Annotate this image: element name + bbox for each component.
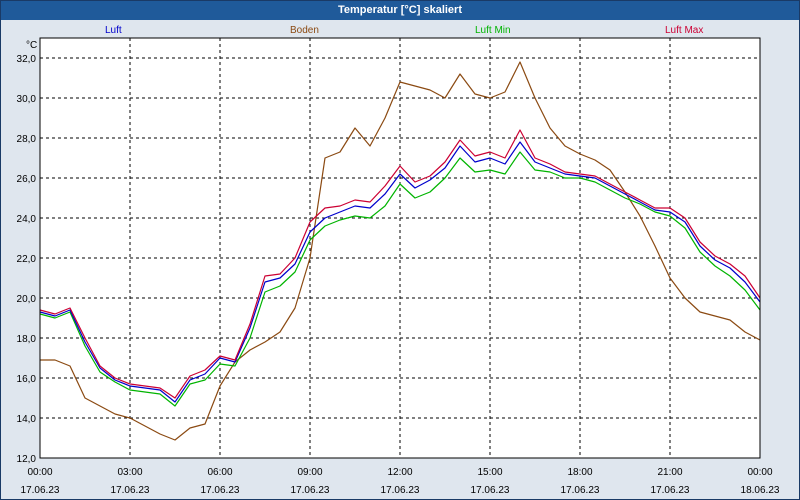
legend-luft: Luft: [105, 25, 122, 36]
y-tick-label: 26,0: [17, 174, 37, 185]
legend-boden: Boden: [290, 25, 319, 36]
x-tick-time: 15:00: [477, 467, 502, 478]
x-tick-date: 17.06.23: [111, 485, 150, 496]
y-tick-label: 14,0: [17, 414, 37, 425]
x-tick-time: 21:00: [657, 467, 682, 478]
x-tick-date: 18.06.23: [741, 485, 780, 496]
y-axis-label: °C: [26, 40, 37, 51]
x-tick-time: 06:00: [207, 467, 232, 478]
series-line-boden: [40, 61, 761, 441]
x-tick-time: 03:00: [117, 467, 142, 478]
y-tick-label: 20,0: [17, 294, 37, 305]
x-tick-time: 00:00: [27, 467, 52, 478]
x-tick-date: 17.06.23: [471, 485, 510, 496]
x-tick-date: 17.06.23: [21, 485, 60, 496]
x-tick-date: 17.06.23: [291, 485, 330, 496]
x-tick-date: 17.06.23: [561, 485, 600, 496]
y-tick-label: 12,0: [17, 454, 37, 465]
legend-luft-min: Luft Min: [475, 25, 511, 36]
window-title: Temperatur [°C] skaliert: [1, 1, 799, 20]
series-line-luft-min: [39, 151, 761, 407]
x-tick-time: 12:00: [387, 467, 412, 478]
series-line-luft: [39, 141, 761, 403]
x-tick-time: 18:00: [567, 467, 592, 478]
series-line-luft-max: [39, 129, 761, 399]
x-tick-time: 00:00: [747, 467, 772, 478]
legend-luft-max: Luft Max: [665, 25, 704, 36]
y-tick-label: 24,0: [17, 214, 37, 225]
x-tick-time: 09:00: [297, 467, 322, 478]
y-tick-label: 22,0: [17, 254, 37, 265]
x-tick-date: 17.06.23: [651, 485, 690, 496]
x-tick-date: 17.06.23: [201, 485, 240, 496]
y-tick-label: 32,0: [17, 54, 37, 65]
x-tick-date: 17.06.23: [381, 485, 420, 496]
y-tick-label: 30,0: [17, 94, 37, 105]
plot-border: [39, 37, 761, 459]
y-tick-label: 16,0: [17, 374, 37, 385]
y-tick-label: 28,0: [17, 134, 37, 145]
y-tick-label: 18,0: [17, 334, 37, 345]
